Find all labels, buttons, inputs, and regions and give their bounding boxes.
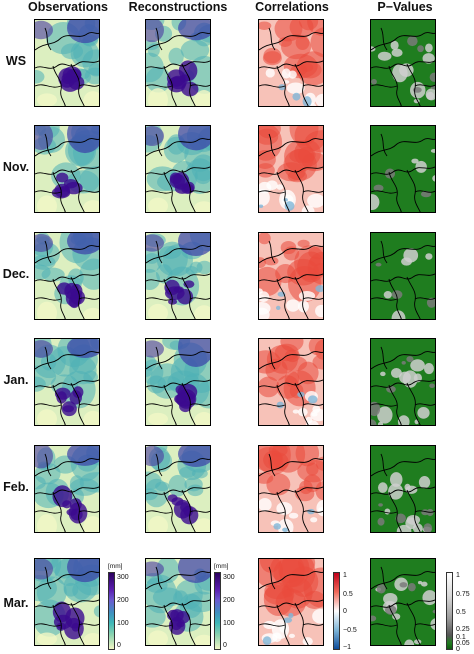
rec-precip-colorbar [214,572,221,650]
obs-precip-colorbar [108,572,115,650]
map-reconstructions-ws [145,19,211,107]
pval-colorbar [446,572,453,650]
corr-tick-neg0.5: −0.5 [343,627,357,634]
corr-colorbar [333,572,340,650]
map-correlations-dec [258,232,324,320]
obs-legend-unit: [mm] [108,563,123,570]
map-correlations-jan [258,338,324,426]
map-pvalues-jan [370,338,436,426]
corr-tick-0: 0 [343,608,347,615]
map-observations-mar [34,558,100,646]
map-observations-dec [34,232,100,320]
pval-tick-0: 0 [456,646,460,653]
row-label-feb: Feb. [3,480,29,494]
header-observations: Observations [28,0,108,14]
map-reconstructions-feb [145,445,211,533]
corr-tick-1: 1 [343,572,347,579]
map-reconstructions-nov [145,125,211,213]
pval-tick-1: 1 [456,572,460,579]
obs-tick-200: 200 [117,597,129,604]
pval-tick-0.25: 0.25 [456,626,470,633]
obs-tick-300: 300 [117,574,129,581]
map-correlations-feb [258,445,324,533]
row-label-mar: Mar. [3,596,29,610]
map-pvalues-mar [370,558,436,646]
map-pvalues-feb [370,445,436,533]
rec-tick-200: 200 [223,597,235,604]
rec-tick-0: 0 [223,642,227,649]
pval-tick-0.75: 0.75 [456,591,470,598]
header-correlations: Correlations [255,0,329,14]
corr-tick-0.5: 0.5 [343,591,353,598]
row-label-nov: Nov. [2,160,30,174]
map-reconstructions-dec [145,232,211,320]
map-pvalues-ws [370,19,436,107]
map-observations-nov [34,125,100,213]
obs-tick-100: 100 [117,620,129,627]
pval-tick-0.1: 0.1 [456,634,466,641]
map-correlations-nov [258,125,324,213]
map-pvalues-dec [370,232,436,320]
map-correlations-ws [258,19,324,107]
row-label-ws: WS [5,54,27,68]
header-pvalues: P−Values [377,0,433,14]
map-observations-feb [34,445,100,533]
map-observations-ws [34,19,100,107]
map-pvalues-nov [370,125,436,213]
rec-tick-100: 100 [223,620,235,627]
row-label-jan: Jan. [3,373,29,387]
rec-tick-300: 300 [223,574,235,581]
rec-legend-unit: [mm] [214,563,229,570]
corr-tick-neg1: −1 [343,644,351,651]
obs-tick-0: 0 [117,642,121,649]
row-label-dec: Dec. [2,267,30,281]
pval-tick-0.05: 0.05 [456,640,470,647]
map-observations-jan [34,338,100,426]
pval-tick-0.5: 0.5 [456,609,466,616]
map-reconstructions-jan [145,338,211,426]
map-reconstructions-mar [145,558,211,646]
header-reconstructions: Reconstructions [128,0,228,14]
map-correlations-mar [258,558,324,646]
